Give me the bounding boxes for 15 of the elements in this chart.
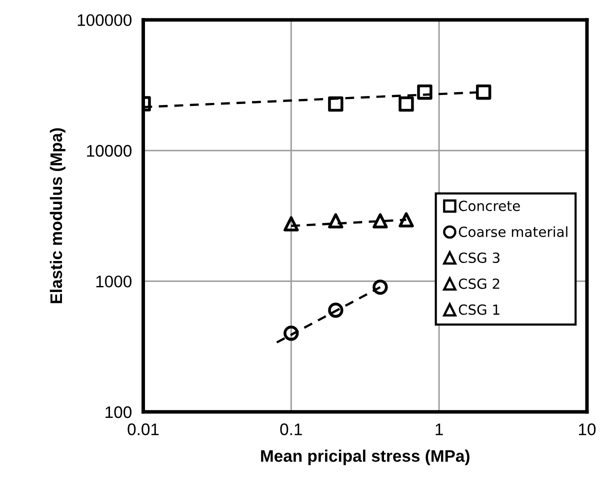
legend-label: CSG 2 [458,278,500,289]
x-tick-label: 0.01 [128,423,159,436]
x-tick-label: 1 [436,424,443,436]
y-axis-title: Elastic modulus (Mpa) [50,128,66,304]
y-tick-label: 100000 [78,14,132,26]
legend-label: Coarse material [458,226,568,238]
y-tick-label: 10000 [87,144,132,157]
x-axis-title: Mean pricipal stress (MPa) [261,450,470,466]
legend-label: CSG 3 [458,252,500,264]
x-tick-label: 10 [578,423,596,436]
legend-label: Concrete [458,200,520,212]
legend-label: CSG 1 [458,304,500,315]
y-tick-label: 1000 [96,276,132,288]
y-tick-label: 100 [106,406,132,418]
x-tick-label: 0.1 [280,423,302,436]
